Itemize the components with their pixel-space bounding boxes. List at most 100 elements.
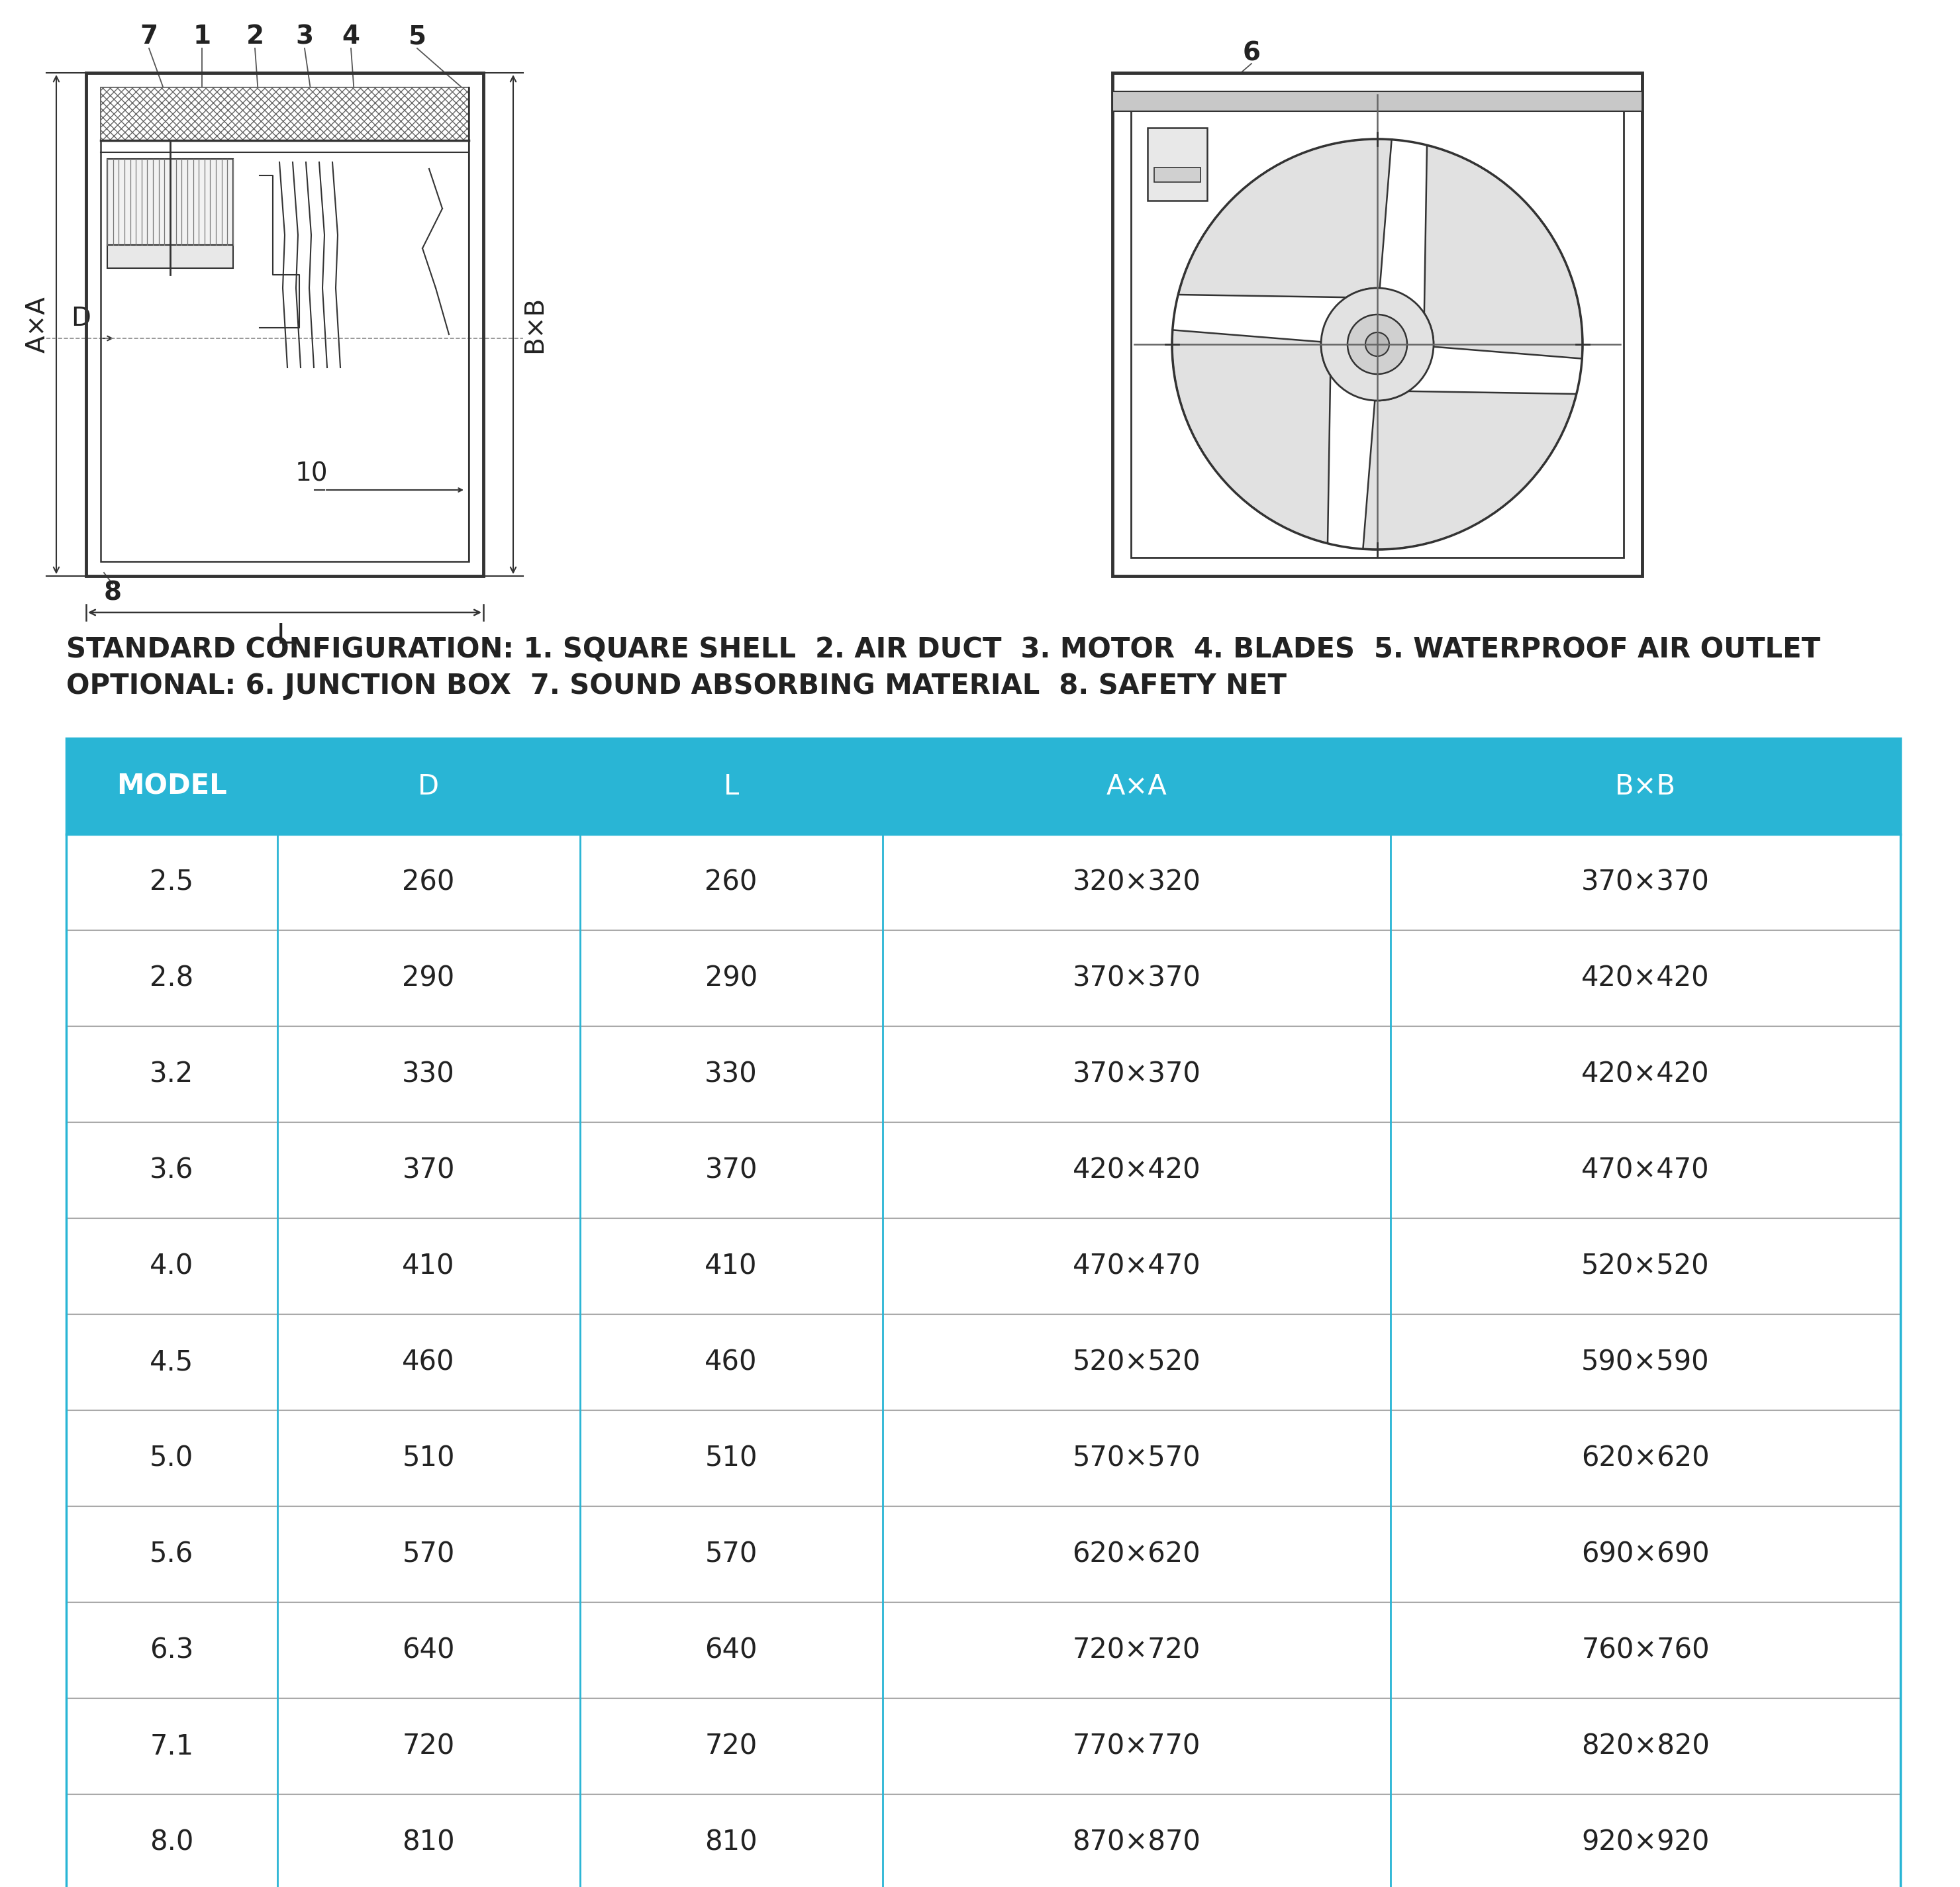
Text: B×B: B×B	[521, 296, 547, 353]
Polygon shape	[1178, 140, 1392, 298]
Text: 620×620: 620×620	[1072, 1540, 1201, 1568]
Text: 3.2: 3.2	[149, 1060, 194, 1089]
Bar	[1131, 91, 1623, 557]
Text: D: D	[417, 772, 439, 800]
Text: 370: 370	[402, 1157, 455, 1185]
Text: 5.0: 5.0	[149, 1444, 194, 1472]
Bar	[67, 1602, 1901, 1698]
Text: 2.5: 2.5	[149, 868, 194, 896]
Text: 1: 1	[192, 25, 212, 49]
Text: 420×420: 420×420	[1582, 1060, 1709, 1089]
Text: 410: 410	[706, 1253, 757, 1279]
Text: 570: 570	[706, 1540, 757, 1568]
Bar	[67, 1219, 1901, 1313]
Text: 690×690: 690×690	[1582, 1540, 1709, 1568]
Text: B×B: B×B	[1615, 772, 1676, 800]
Text: L: L	[276, 621, 292, 649]
Text: 520×520: 520×520	[1582, 1253, 1709, 1279]
Text: 720×720: 720×720	[1072, 1636, 1200, 1664]
Text: 330: 330	[402, 1060, 455, 1089]
Text: 410: 410	[402, 1253, 455, 1279]
Text: 6.3: 6.3	[149, 1636, 194, 1664]
Text: 570×570: 570×570	[1072, 1444, 1201, 1472]
Text: 720: 720	[402, 1732, 455, 1761]
Text: 320×320: 320×320	[1072, 868, 1201, 896]
Text: 10: 10	[294, 460, 327, 487]
Bar	[86, 74, 484, 576]
Bar	[67, 1410, 1901, 1506]
Text: 3: 3	[296, 25, 314, 49]
Text: 570: 570	[402, 1540, 455, 1568]
Text: 5.6: 5.6	[149, 1540, 194, 1568]
Text: L: L	[723, 772, 739, 800]
Text: 5: 5	[408, 25, 425, 49]
Text: 590×590: 590×590	[1582, 1349, 1709, 1376]
Text: 8: 8	[104, 579, 122, 606]
Bar	[108, 159, 233, 245]
Bar	[67, 1027, 1901, 1123]
Text: 260: 260	[402, 868, 455, 896]
Text: 370×370: 370×370	[1072, 964, 1201, 993]
Bar	[1113, 74, 1642, 576]
Bar	[100, 87, 468, 562]
Bar	[67, 738, 1901, 1887]
Text: 470×470: 470×470	[1072, 1253, 1201, 1279]
Text: A×A: A×A	[1105, 772, 1166, 800]
Text: 640: 640	[402, 1636, 455, 1664]
Text: 770×770: 770×770	[1072, 1732, 1200, 1761]
Text: 420×420: 420×420	[1582, 964, 1709, 993]
Text: 2: 2	[245, 25, 265, 49]
Bar	[67, 1795, 1901, 1887]
Text: 920×920: 920×920	[1582, 1829, 1709, 1857]
Text: 460: 460	[706, 1349, 757, 1376]
Text: MODEL: MODEL	[116, 772, 227, 800]
Bar	[67, 1506, 1901, 1602]
Bar	[1154, 168, 1200, 181]
Text: 520×520: 520×520	[1072, 1349, 1201, 1376]
Text: 290: 290	[706, 964, 757, 993]
Bar	[67, 1313, 1901, 1410]
Polygon shape	[1362, 391, 1576, 549]
Bar	[67, 834, 1901, 930]
Text: 810: 810	[402, 1829, 455, 1857]
Text: 290: 290	[402, 964, 455, 993]
Text: 760×760: 760×760	[1582, 1636, 1709, 1664]
Circle shape	[1366, 332, 1390, 357]
Bar	[1390, 738, 1901, 834]
Text: 870×870: 870×870	[1072, 1829, 1201, 1857]
Bar	[67, 930, 1901, 1027]
Bar	[1147, 128, 1207, 200]
Text: 620×620: 620×620	[1582, 1444, 1709, 1472]
Bar	[67, 738, 276, 834]
Text: STANDARD CONFIGURATION: 1. SQUARE SHELL  2. AIR DUCT  3. MOTOR  4. BLADES  5. WA: STANDARD CONFIGURATION: 1. SQUARE SHELL …	[67, 636, 1821, 664]
Text: 370×370: 370×370	[1072, 1060, 1201, 1089]
Text: 470×470: 470×470	[1582, 1157, 1709, 1185]
Text: A×A: A×A	[25, 296, 51, 353]
Text: 420×420: 420×420	[1072, 1157, 1201, 1185]
Text: 2.8: 2.8	[149, 964, 194, 993]
Bar	[1113, 91, 1642, 111]
Text: 4: 4	[341, 25, 361, 49]
Text: D: D	[71, 306, 90, 330]
Polygon shape	[1172, 330, 1331, 543]
Bar	[882, 738, 1390, 834]
Text: 370: 370	[706, 1157, 757, 1185]
Text: 4.0: 4.0	[149, 1253, 194, 1279]
Bar	[67, 1698, 1901, 1795]
Text: 260: 260	[706, 868, 757, 896]
Text: 7.1: 7.1	[149, 1732, 194, 1761]
Bar	[67, 1123, 1901, 1219]
Text: 720: 720	[706, 1732, 757, 1761]
Text: 810: 810	[706, 1829, 757, 1857]
Text: 510: 510	[402, 1444, 455, 1472]
Bar	[580, 738, 882, 834]
Text: 820×820: 820×820	[1582, 1732, 1709, 1761]
Text: 8.0: 8.0	[149, 1829, 194, 1857]
Text: 370×370: 370×370	[1582, 868, 1709, 896]
Text: 330: 330	[706, 1060, 757, 1089]
Text: 7: 7	[139, 25, 159, 49]
Text: OPTIONAL: 6. JUNCTION BOX  7. SOUND ABSORBING MATERIAL  8. SAFETY NET: OPTIONAL: 6. JUNCTION BOX 7. SOUND ABSOR…	[67, 672, 1286, 700]
Polygon shape	[1425, 145, 1582, 359]
Text: 640: 640	[706, 1636, 757, 1664]
Bar	[100, 87, 468, 140]
